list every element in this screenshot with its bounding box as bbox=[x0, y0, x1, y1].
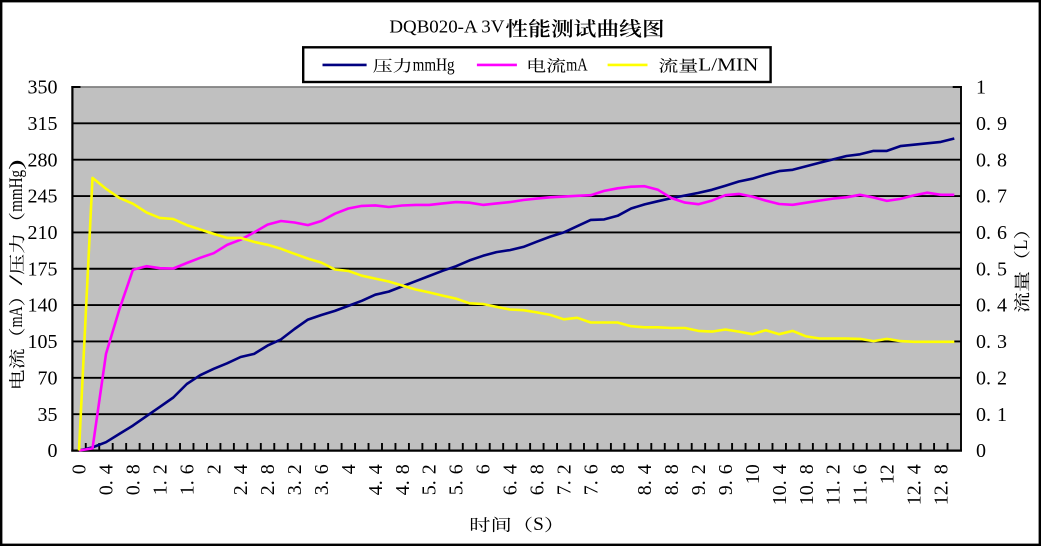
svg-text:10.8: 10.8 bbox=[796, 464, 818, 505]
svg-text:DQB020-A 3V: DQB020-A 3V bbox=[389, 16, 504, 36]
svg-text:): ) bbox=[6, 159, 27, 170]
svg-text:315: 315 bbox=[28, 113, 58, 135]
svg-text:mmHg: mmHg bbox=[6, 169, 27, 211]
svg-text:245: 245 bbox=[28, 186, 58, 208]
svg-text:0.2: 0. 2 bbox=[976, 367, 1007, 389]
svg-text:210: 210 bbox=[28, 222, 58, 244]
svg-text:8: 8 bbox=[607, 464, 629, 474]
svg-text:1.6: 1.6 bbox=[176, 464, 198, 495]
svg-text:0.3: 0. 3 bbox=[976, 331, 1007, 353]
svg-text:9.2: 9.2 bbox=[688, 464, 710, 495]
svg-text:mA: mA bbox=[6, 306, 27, 327]
svg-text:mA: mA bbox=[566, 55, 588, 75]
svg-text:0: 0 bbox=[48, 440, 58, 462]
svg-text:3.2: 3.2 bbox=[284, 464, 306, 495]
svg-text:12.4: 12.4 bbox=[904, 464, 926, 505]
svg-text:6.4: 6.4 bbox=[500, 464, 522, 495]
svg-text:8.4: 8.4 bbox=[634, 464, 656, 495]
svg-text:S: S bbox=[533, 514, 544, 535]
svg-text:0.6: 0. 6 bbox=[976, 222, 1007, 244]
svg-text:9.6: 9.6 bbox=[715, 464, 737, 495]
svg-text:2: 2 bbox=[203, 464, 225, 474]
svg-text:L: L bbox=[1011, 240, 1032, 251]
svg-text:0.9: 0. 9 bbox=[976, 113, 1007, 135]
svg-text:mmHg: mmHg bbox=[413, 55, 455, 75]
svg-text:0: 0 bbox=[976, 440, 986, 462]
svg-text:0.7: 0. 7 bbox=[976, 186, 1007, 208]
svg-text:175: 175 bbox=[28, 258, 58, 280]
svg-text:11.6: 11.6 bbox=[850, 464, 872, 505]
svg-text:10.4: 10.4 bbox=[769, 464, 791, 505]
svg-text:10: 10 bbox=[742, 464, 764, 484]
svg-text:4: 4 bbox=[338, 464, 360, 474]
svg-text:12.8: 12.8 bbox=[930, 464, 952, 505]
svg-text:0.1: 0. 1 bbox=[976, 404, 1007, 426]
svg-text:8.8: 8.8 bbox=[661, 464, 683, 495]
svg-text:0.8: 0.8 bbox=[123, 464, 145, 495]
svg-text:70: 70 bbox=[38, 367, 58, 389]
svg-text:0: 0 bbox=[69, 464, 91, 474]
svg-text:105: 105 bbox=[28, 331, 58, 353]
svg-text:3.6: 3.6 bbox=[311, 464, 333, 495]
svg-text:4.4: 4.4 bbox=[365, 464, 387, 495]
svg-text:0.8: 0.8 bbox=[976, 149, 1007, 171]
svg-text:6.8: 6.8 bbox=[526, 464, 548, 495]
svg-text:7.2: 7.2 bbox=[553, 464, 575, 495]
svg-text:1.2: 1.2 bbox=[149, 464, 171, 495]
svg-text:350: 350 bbox=[28, 77, 58, 99]
svg-text:140: 140 bbox=[28, 295, 58, 317]
svg-text:5.2: 5.2 bbox=[419, 464, 441, 495]
svg-text:7.6: 7.6 bbox=[580, 464, 602, 495]
svg-text:L/MIN: L/MIN bbox=[698, 55, 758, 75]
svg-text:0.4: 0.4 bbox=[976, 295, 1007, 317]
svg-text:0.5: 0. 5 bbox=[976, 258, 1007, 280]
svg-text:6: 6 bbox=[473, 464, 495, 474]
svg-text:/: / bbox=[6, 273, 27, 285]
svg-text:11.2: 11.2 bbox=[823, 464, 845, 505]
svg-text:4.8: 4.8 bbox=[392, 464, 414, 495]
svg-text:12: 12 bbox=[877, 464, 899, 484]
svg-text:35: 35 bbox=[38, 404, 58, 426]
svg-text:280: 280 bbox=[28, 149, 58, 171]
svg-text:5.6: 5.6 bbox=[446, 464, 468, 495]
svg-text:2.8: 2.8 bbox=[257, 464, 279, 495]
svg-text:1: 1 bbox=[976, 77, 986, 99]
svg-text:0.4: 0.4 bbox=[96, 464, 118, 495]
svg-text:2.4: 2.4 bbox=[230, 464, 252, 495]
